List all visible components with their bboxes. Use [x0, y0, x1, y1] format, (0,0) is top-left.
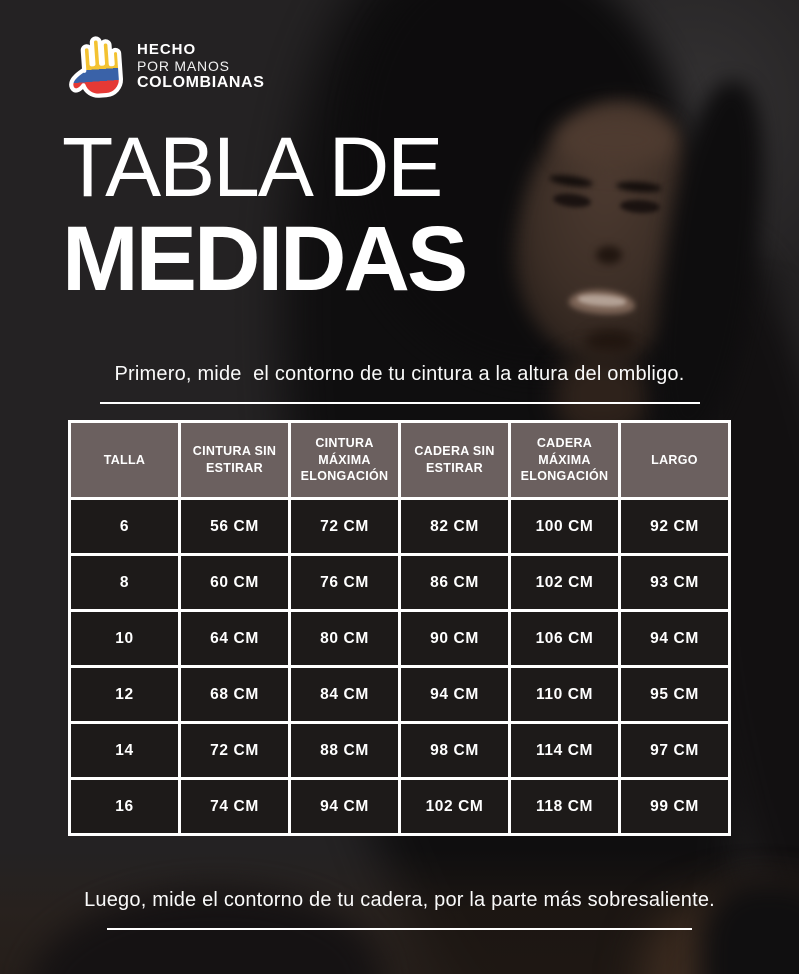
table-cell: 64 CM	[178, 609, 291, 668]
brand-logo: HECHO POR MANOS COLOMBIANAS	[66, 34, 264, 100]
title-line-1: TABLA DE	[62, 120, 443, 214]
table-cell: 93 CM	[618, 553, 731, 612]
table-cell: 99 CM	[618, 777, 731, 836]
table-header-row: TALLA CINTURA SIN ESTIRAR CINTURA MÁXIMA…	[68, 420, 731, 500]
table-cell: 72 CM	[178, 721, 291, 780]
table-cell: 95 CM	[618, 665, 731, 724]
table-row-size-12: 12 68 CM 84 CM 94 CM 110 CM 95 CM	[68, 665, 731, 724]
table-cell: 114 CM	[508, 721, 621, 780]
table-cell: 84 CM	[288, 665, 401, 724]
table-cell: 12	[68, 665, 181, 724]
table-row-size-16: 16 74 CM 94 CM 102 CM 118 CM 99 CM	[68, 777, 731, 836]
table-cell: 90 CM	[398, 609, 511, 668]
table-cell: 97 CM	[618, 721, 731, 780]
table-cell: 88 CM	[288, 721, 401, 780]
table-cell: 72 CM	[288, 497, 401, 556]
table-cell: 10	[68, 609, 181, 668]
table-row-size-10: 10 64 CM 80 CM 90 CM 106 CM 94 CM	[68, 609, 731, 668]
table-row-size-14: 14 72 CM 88 CM 98 CM 114 CM 97 CM	[68, 721, 731, 780]
divider-top	[100, 402, 700, 404]
size-table: TALLA CINTURA SIN ESTIRAR CINTURA MÁXIMA…	[68, 420, 731, 836]
page-title: TABLA DE MEDIDAS	[62, 120, 468, 310]
table-cell: 110 CM	[508, 665, 621, 724]
table-cell: 76 CM	[288, 553, 401, 612]
table-cell: 98 CM	[398, 721, 511, 780]
divider-bottom	[107, 928, 692, 930]
table-cell: 94 CM	[398, 665, 511, 724]
table-cell: 118 CM	[508, 777, 621, 836]
table-cell: 60 CM	[178, 553, 291, 612]
table-cell: 6	[68, 497, 181, 556]
table-cell: 92 CM	[618, 497, 731, 556]
table-cell: 102 CM	[398, 777, 511, 836]
logo-line-1: HECHO	[137, 41, 197, 58]
hand-icon	[69, 36, 124, 98]
table-cell: 106 CM	[508, 609, 621, 668]
table-cell: 82 CM	[398, 497, 511, 556]
table-cell: 16	[68, 777, 181, 836]
instruction-waist: Primero, mide el contorno de tu cintura …	[114, 363, 685, 385]
table-cell: 8	[68, 553, 181, 612]
brand-logo-text: HECHO POR MANOS COLOMBIANAS	[137, 42, 264, 92]
column-header-cadera-maxima-elongacion: CADERA MÁXIMA ELONGACIÓN	[508, 420, 621, 500]
table-cell: 56 CM	[178, 497, 291, 556]
photo-nose	[596, 246, 622, 264]
table-cell: 102 CM	[508, 553, 621, 612]
table-row-size-6: 6 56 CM 72 CM 82 CM 100 CM 92 CM	[68, 497, 731, 556]
column-header-cintura-sin-estirar: CINTURA SIN ESTIRAR	[178, 420, 291, 500]
photo-chin-shadow	[585, 330, 635, 354]
instruction-hip: Luego, mide el contorno de tu cadera, po…	[84, 889, 715, 911]
logo-line-3: COLOMBIANAS	[137, 74, 265, 91]
table-cell: 80 CM	[288, 609, 401, 668]
logo-line-2: POR MANOS	[137, 58, 230, 74]
photo-forehead	[556, 112, 676, 168]
column-header-cintura-maxima-elongacion: CINTURA MÁXIMA ELONGACIÓN	[288, 420, 401, 500]
column-header-talla: TALLA	[68, 420, 181, 500]
table-cell: 100 CM	[508, 497, 621, 556]
column-header-largo: LARGO	[618, 420, 731, 500]
column-header-cadera-sin-estirar: CADERA SIN ESTIRAR	[398, 420, 511, 500]
table-cell: 68 CM	[178, 665, 291, 724]
table-cell: 86 CM	[398, 553, 511, 612]
table-cell: 14	[68, 721, 181, 780]
table-cell: 94 CM	[618, 609, 731, 668]
table-cell: 94 CM	[288, 777, 401, 836]
table-row-size-8: 8 60 CM 76 CM 86 CM 102 CM 93 CM	[68, 553, 731, 612]
title-line-2: MEDIDAS	[62, 207, 468, 310]
table-cell: 74 CM	[178, 777, 291, 836]
